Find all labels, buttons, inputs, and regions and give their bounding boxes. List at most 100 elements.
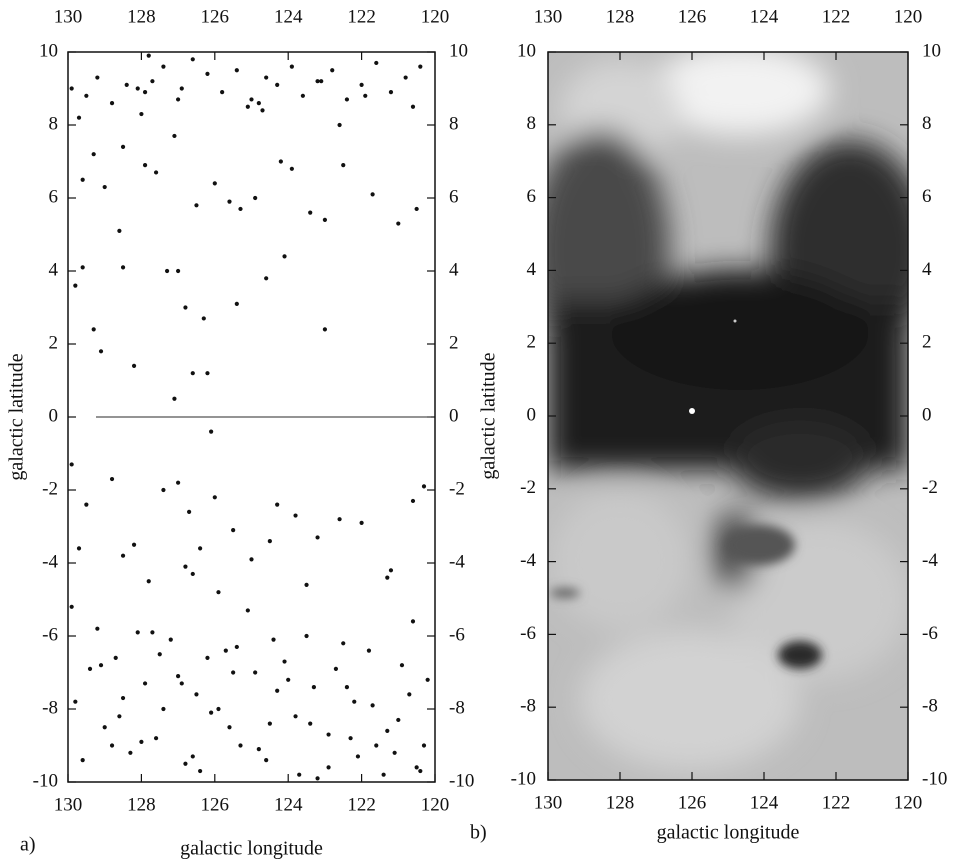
point: [227, 199, 232, 204]
point: [370, 703, 375, 708]
point: [102, 184, 107, 190]
image-panel: [548, 52, 908, 780]
point: [176, 97, 181, 102]
point: [385, 575, 390, 580]
point: [209, 429, 214, 434]
point: [322, 217, 327, 222]
point: [264, 276, 269, 281]
point: [381, 772, 386, 777]
y-axis-title: galactic latitude: [6, 353, 28, 480]
x-tick-label: 128: [606, 792, 635, 813]
x-tick-label: 122: [347, 6, 376, 27]
point: [183, 305, 188, 310]
point: [337, 122, 342, 128]
point: [315, 535, 320, 540]
point: [172, 396, 177, 401]
point: [76, 546, 82, 551]
x-axis-title: galactic longitude: [657, 822, 800, 844]
point: [278, 159, 283, 164]
point: [414, 206, 419, 212]
y-tick-label: 10: [517, 40, 536, 61]
point: [142, 681, 148, 686]
point: [304, 633, 309, 639]
point: [109, 476, 115, 482]
point: [388, 90, 394, 95]
point: [220, 90, 225, 95]
point: [267, 539, 272, 544]
point: [198, 546, 203, 551]
point: [95, 626, 100, 631]
y-axis-title: galactic latitude: [478, 352, 500, 479]
y-tick-label: 0: [449, 405, 459, 426]
point: [87, 666, 93, 671]
point: [267, 721, 272, 726]
panel-label: b): [470, 822, 487, 844]
point: [260, 108, 265, 113]
x-tick-label: 124: [750, 6, 779, 27]
point: [179, 681, 184, 686]
point: [80, 177, 85, 182]
point: [341, 163, 346, 168]
point: [201, 316, 206, 321]
point: [194, 692, 199, 697]
point: [245, 104, 250, 109]
x-tick-label: 124: [750, 792, 779, 813]
point: [190, 571, 195, 577]
y-tick-label: 6: [922, 186, 932, 207]
y-tick-label: 0: [922, 404, 932, 425]
point: [176, 268, 181, 274]
point: [131, 542, 137, 547]
point: [348, 736, 353, 741]
point: [95, 75, 100, 80]
point: [157, 652, 162, 657]
point: [76, 115, 82, 120]
point: [120, 265, 126, 270]
point: [311, 685, 316, 690]
y-tick-label: 0: [49, 405, 59, 426]
point: [231, 670, 236, 675]
point: [205, 71, 210, 76]
y-tick-label: -10: [511, 768, 536, 789]
point: [396, 717, 401, 723]
point: [161, 64, 166, 69]
y-tick-label: -2: [922, 477, 938, 498]
point: [146, 579, 151, 584]
point: [209, 710, 214, 715]
point: [326, 732, 331, 737]
point: [113, 655, 118, 661]
x-tick-label: 120: [894, 6, 923, 27]
point: [337, 517, 342, 522]
point: [249, 557, 254, 562]
point: [164, 268, 170, 274]
point: [308, 721, 313, 726]
point: [216, 706, 221, 712]
point: [253, 195, 258, 201]
point: [374, 60, 379, 66]
y-tick-label: 8: [49, 113, 59, 134]
point: [84, 93, 89, 98]
y-tick-label: -6: [42, 624, 58, 645]
point: [183, 564, 188, 569]
y-tick-label: -4: [520, 550, 536, 571]
point: [308, 210, 313, 215]
point: [333, 666, 339, 671]
x-tick-label: 122: [822, 6, 851, 27]
point: [385, 728, 390, 734]
point: [139, 111, 144, 117]
point: [227, 725, 232, 730]
point: [91, 327, 96, 332]
point: [153, 170, 159, 175]
y-tick-label: -2: [520, 477, 536, 498]
x-tick-label: 126: [678, 6, 707, 27]
x-tick-label: 124: [274, 794, 303, 815]
y-tick-label: -6: [922, 623, 938, 644]
point: [69, 462, 74, 467]
point: [190, 371, 195, 376]
point: [399, 663, 405, 668]
y-tick-label: 8: [527, 113, 537, 134]
point: [150, 79, 155, 84]
y-tick-label: 4: [449, 259, 459, 280]
point: [142, 90, 148, 95]
point: [120, 695, 126, 701]
point: [80, 758, 85, 763]
